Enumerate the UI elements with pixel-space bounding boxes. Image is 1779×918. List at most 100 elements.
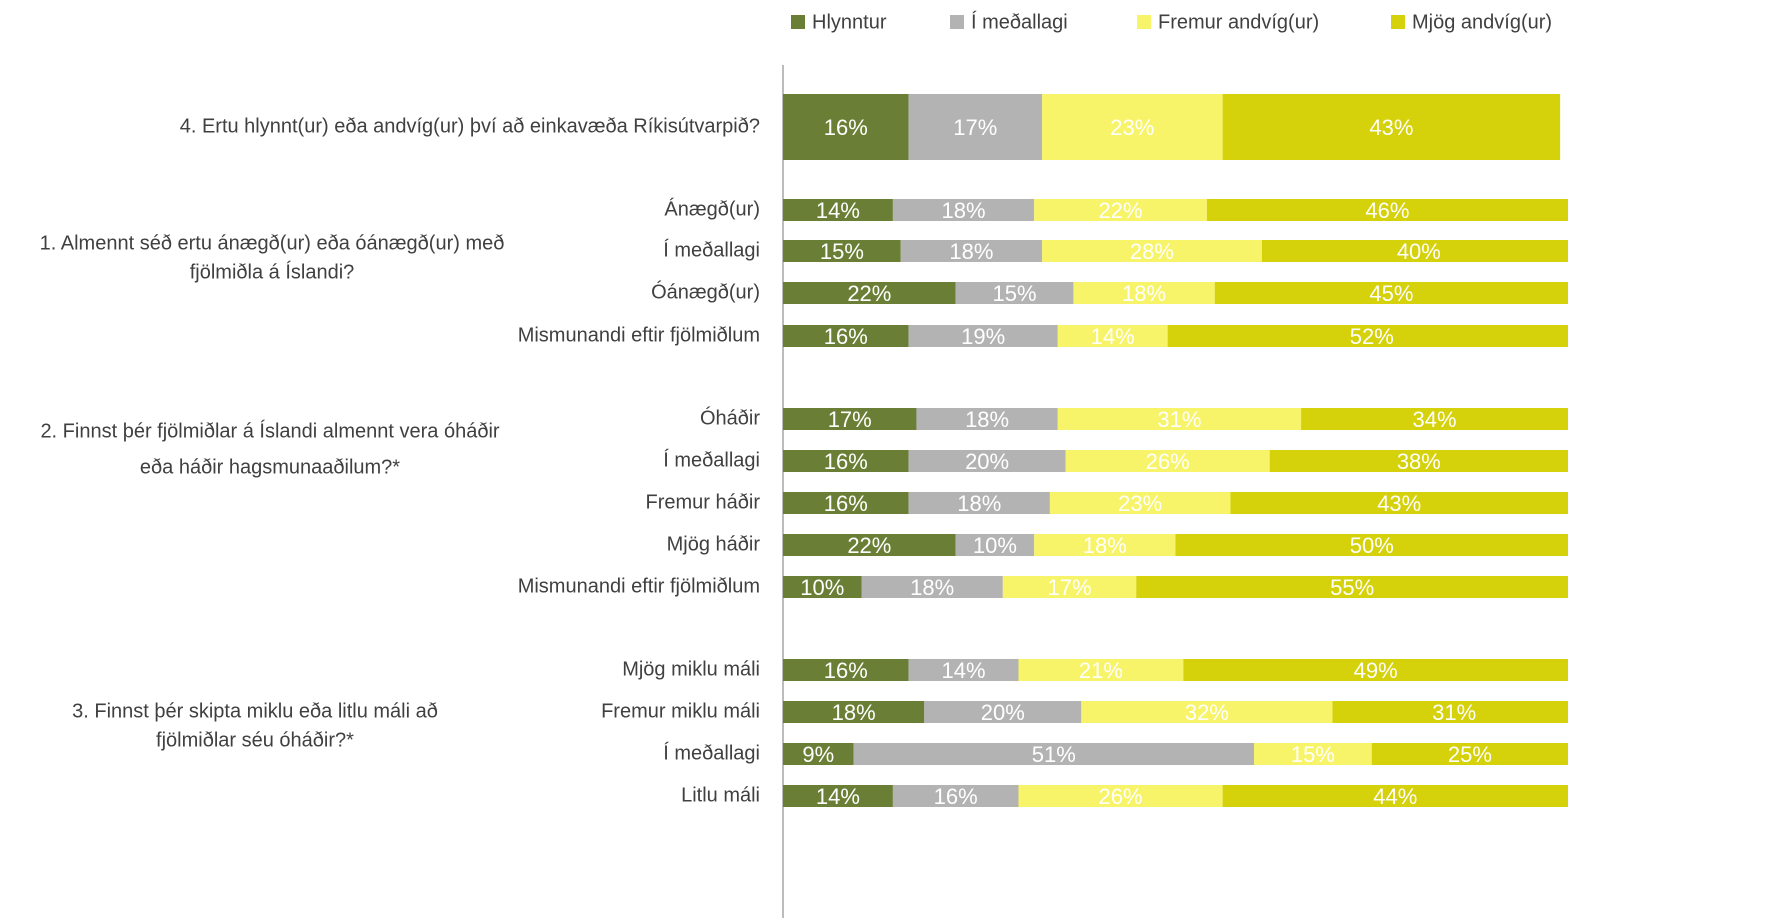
bar-segment [1167, 325, 1568, 347]
data-label: 18% [910, 575, 954, 600]
category-label: Í meðallagi [663, 741, 760, 764]
bar-segment [783, 450, 909, 472]
bar-segment [1042, 94, 1223, 160]
bar-segment [861, 576, 1003, 598]
data-label: 18% [942, 198, 986, 223]
data-label: 38% [1397, 449, 1441, 474]
category-label: Mjög háðir [667, 533, 761, 555]
bar-segment [892, 199, 1035, 221]
bar-segment [900, 240, 1043, 262]
data-label: 10% [800, 575, 844, 600]
data-label: 26% [1146, 449, 1190, 474]
bar-segment [783, 325, 909, 347]
bar-segment [916, 408, 1058, 430]
bar-segment [908, 325, 1058, 347]
bar-segment [1222, 785, 1568, 807]
bar-segment [783, 659, 909, 681]
data-label: 46% [1365, 198, 1409, 223]
data-label: 16% [824, 324, 868, 349]
bar-segment [908, 450, 1066, 472]
bar-segment [892, 785, 1019, 807]
group-label: 2. Finnst þér fjölmiðlar á Íslandi almen… [40, 419, 499, 442]
category-label: Í meðallagi [663, 448, 760, 471]
bar-segment [1034, 534, 1176, 556]
data-label: 20% [981, 700, 1025, 725]
data-label: 14% [942, 658, 986, 683]
bar-segment [1073, 282, 1215, 304]
data-label: 28% [1130, 239, 1174, 264]
category-label: Óháðir [700, 406, 760, 429]
data-label: 18% [832, 700, 876, 725]
bar-segment [1206, 199, 1568, 221]
bar-segment [1175, 534, 1568, 556]
legend-label: Fremur andvíg(ur) [1158, 11, 1319, 33]
data-label: 32% [1185, 700, 1229, 725]
bar-segment [1136, 576, 1568, 598]
bar-segment [1332, 701, 1568, 723]
data-label: 34% [1413, 407, 1457, 432]
bar-segment [908, 659, 1019, 681]
data-label: 40% [1397, 239, 1441, 264]
data-label: 17% [828, 407, 872, 432]
category-label: Litlu máli [681, 784, 760, 806]
data-label: 16% [824, 491, 868, 516]
group-label: fjölmiðla á Íslandi? [190, 260, 355, 283]
data-label: 22% [847, 533, 891, 558]
bar-segment [1034, 199, 1207, 221]
data-label: 31% [1432, 700, 1476, 725]
bar-segment [783, 240, 901, 262]
category-label: 4. Ertu hlynnt(ur) eða andvíg(ur) því að… [180, 115, 760, 137]
group-label: 3. Finnst þér skipta miklu eða litlu mál… [72, 700, 438, 722]
bar-segment [1371, 743, 1568, 765]
bar-segment [783, 785, 893, 807]
data-label: 16% [824, 658, 868, 683]
data-label: 22% [847, 281, 891, 306]
data-label: 17% [953, 115, 997, 140]
data-label: 10% [973, 533, 1017, 558]
category-label: Mismunandi eftir fjölmiðlum [518, 575, 760, 597]
data-label: 23% [1118, 491, 1162, 516]
bar-segment [1301, 408, 1568, 430]
group-label: eða háðir hagsmunaaðilum?* [140, 456, 400, 478]
data-label: 15% [993, 281, 1037, 306]
bar-segment [1018, 785, 1223, 807]
legend-swatch [791, 15, 805, 29]
data-label: 21% [1079, 658, 1123, 683]
bar-segment [1261, 240, 1568, 262]
bar-segment [783, 199, 893, 221]
bar-segment [1049, 492, 1231, 514]
data-label: 18% [949, 239, 993, 264]
plot: 16% 17% 23% 43%14% 18% 22% 46%15% 18% 28% 40%22% 1… [783, 94, 1568, 809]
data-label: 26% [1099, 784, 1143, 809]
data-label: 18% [1122, 281, 1166, 306]
bar-segment [1081, 701, 1333, 723]
bar-segment [1222, 94, 1561, 160]
bar-segment [908, 94, 1043, 160]
data-label: 25% [1448, 742, 1492, 767]
bar-segment [783, 701, 925, 723]
bar-segment [1057, 408, 1302, 430]
bar-segment [783, 94, 909, 160]
bar-segment [908, 492, 1050, 514]
data-label: 18% [957, 491, 1001, 516]
data-label: 17% [1048, 575, 1092, 600]
data-label: 14% [1091, 324, 1135, 349]
bar-segment [783, 534, 956, 556]
bar-segment [783, 408, 917, 430]
bar-segment [1183, 659, 1568, 681]
data-label: 45% [1369, 281, 1413, 306]
category-label: Í meðallagi [663, 238, 760, 261]
bar-segment [1254, 743, 1372, 765]
data-label: 16% [934, 784, 978, 809]
bar-segment [1230, 492, 1568, 514]
data-label: 31% [1157, 407, 1201, 432]
category-label: Óánægð(ur) [651, 280, 760, 303]
data-label: 50% [1350, 533, 1394, 558]
data-label: 16% [824, 449, 868, 474]
bar-segment [1018, 659, 1184, 681]
bar-segment [1214, 282, 1568, 304]
legend-label: Hlynntur [812, 11, 887, 33]
data-label: 16% [824, 115, 868, 140]
data-label: 52% [1350, 324, 1394, 349]
